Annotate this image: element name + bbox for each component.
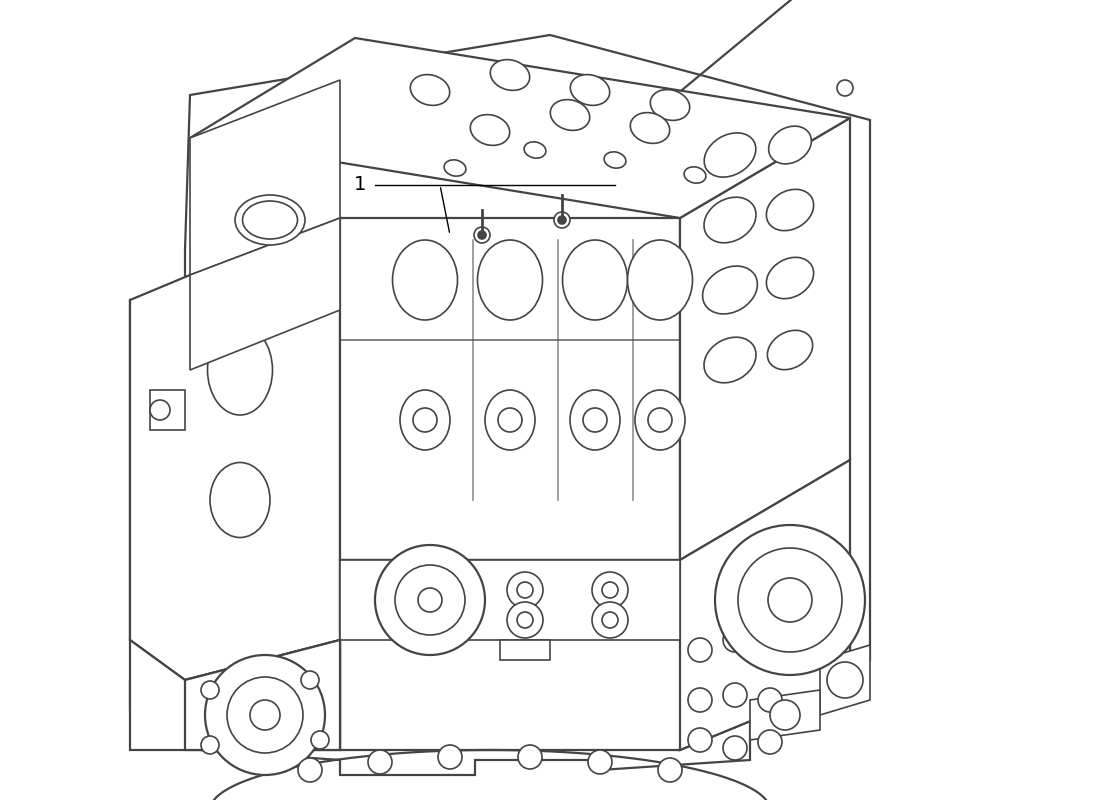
Circle shape (250, 700, 280, 730)
Circle shape (837, 80, 852, 96)
Circle shape (150, 400, 170, 420)
Text: a part service since 1985: a part service since 1985 (324, 422, 676, 498)
Circle shape (688, 638, 712, 662)
Circle shape (723, 683, 747, 707)
Polygon shape (190, 218, 340, 370)
Circle shape (507, 602, 543, 638)
Ellipse shape (630, 113, 670, 143)
Ellipse shape (570, 74, 609, 106)
Circle shape (648, 408, 672, 432)
Ellipse shape (393, 240, 458, 320)
Ellipse shape (242, 201, 297, 239)
Circle shape (474, 227, 490, 243)
Ellipse shape (400, 390, 450, 450)
Circle shape (588, 750, 612, 774)
Ellipse shape (704, 133, 756, 177)
Circle shape (592, 602, 628, 638)
Circle shape (770, 700, 800, 730)
Circle shape (201, 681, 219, 699)
Ellipse shape (491, 60, 530, 90)
Polygon shape (150, 390, 185, 430)
Circle shape (227, 677, 302, 753)
Polygon shape (750, 690, 820, 740)
Circle shape (368, 750, 392, 774)
Ellipse shape (767, 190, 814, 230)
Ellipse shape (524, 142, 546, 158)
Ellipse shape (769, 126, 812, 164)
Circle shape (758, 688, 782, 712)
Circle shape (554, 212, 570, 228)
Ellipse shape (604, 152, 626, 168)
Ellipse shape (704, 338, 756, 382)
Polygon shape (130, 640, 340, 750)
Circle shape (758, 638, 782, 662)
Circle shape (205, 655, 324, 775)
Polygon shape (130, 35, 870, 775)
Circle shape (395, 565, 465, 635)
Text: eurospares: eurospares (230, 308, 870, 492)
Circle shape (478, 231, 486, 239)
Ellipse shape (410, 74, 450, 106)
Polygon shape (130, 218, 340, 680)
Polygon shape (340, 560, 850, 750)
Circle shape (498, 408, 522, 432)
Ellipse shape (477, 240, 542, 320)
Polygon shape (820, 645, 870, 715)
Text: 1: 1 (354, 175, 366, 194)
Polygon shape (680, 460, 850, 750)
Circle shape (768, 578, 812, 622)
Polygon shape (190, 38, 850, 218)
Circle shape (298, 758, 322, 782)
Ellipse shape (627, 240, 693, 320)
Circle shape (688, 728, 712, 752)
Ellipse shape (471, 114, 509, 146)
Circle shape (827, 662, 864, 698)
Polygon shape (680, 118, 850, 560)
Ellipse shape (570, 390, 620, 450)
Ellipse shape (704, 198, 756, 242)
Ellipse shape (550, 100, 590, 130)
Ellipse shape (703, 266, 758, 314)
Ellipse shape (635, 390, 685, 450)
Circle shape (688, 688, 712, 712)
Circle shape (658, 758, 682, 782)
Circle shape (602, 612, 618, 628)
Polygon shape (190, 80, 340, 275)
Circle shape (715, 525, 865, 675)
Polygon shape (340, 218, 680, 560)
Circle shape (592, 572, 628, 608)
Polygon shape (340, 560, 680, 640)
Circle shape (301, 671, 319, 689)
Circle shape (517, 612, 534, 628)
Circle shape (201, 736, 219, 754)
Ellipse shape (444, 160, 466, 176)
Ellipse shape (208, 325, 273, 415)
Bar (500, 640, 550, 660)
Circle shape (602, 582, 618, 598)
Circle shape (507, 572, 543, 608)
Polygon shape (185, 640, 340, 750)
Ellipse shape (210, 462, 270, 538)
Ellipse shape (767, 258, 814, 298)
Ellipse shape (562, 240, 627, 320)
Circle shape (518, 745, 542, 769)
Ellipse shape (650, 90, 690, 120)
Circle shape (517, 582, 534, 598)
Circle shape (375, 545, 485, 655)
Circle shape (723, 736, 747, 760)
Ellipse shape (235, 195, 305, 245)
Circle shape (723, 628, 747, 652)
Ellipse shape (684, 167, 706, 183)
Circle shape (758, 730, 782, 754)
Circle shape (438, 745, 462, 769)
Circle shape (412, 408, 437, 432)
Ellipse shape (768, 330, 813, 370)
Circle shape (558, 216, 566, 224)
Circle shape (311, 731, 329, 749)
Circle shape (738, 548, 842, 652)
Ellipse shape (485, 390, 535, 450)
Circle shape (418, 588, 442, 612)
Circle shape (583, 408, 607, 432)
